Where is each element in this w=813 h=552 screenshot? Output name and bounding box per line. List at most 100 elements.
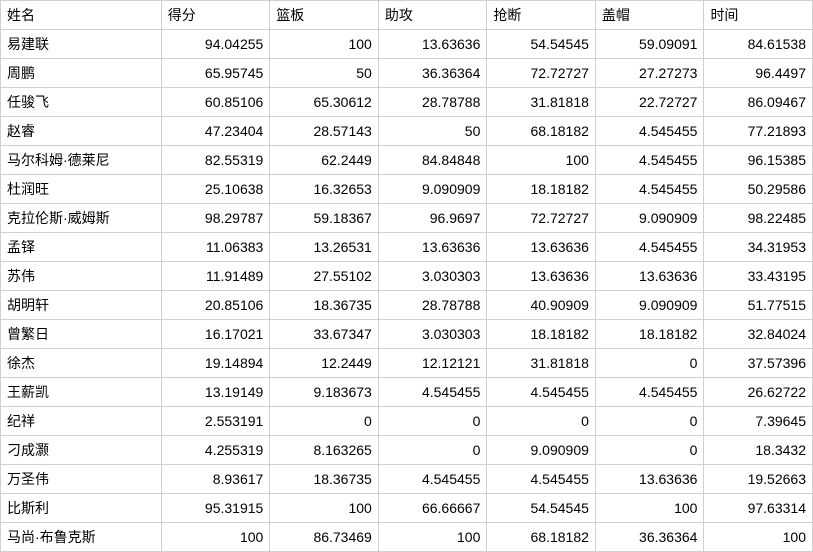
col-header-steal: 抢断 (487, 1, 596, 30)
cell-value: 9.090909 (378, 175, 487, 204)
cell-value: 4.545455 (487, 465, 596, 494)
cell-value: 4.545455 (378, 465, 487, 494)
cell-value: 100 (161, 523, 270, 552)
cell-value: 32.84024 (704, 320, 813, 349)
cell-value: 11.91489 (161, 262, 270, 291)
cell-value: 4.255319 (161, 436, 270, 465)
cell-value: 37.57396 (704, 349, 813, 378)
table-row: 孟铎11.0638313.2653113.6363613.636364.5454… (1, 233, 813, 262)
cell-value: 33.67347 (270, 320, 379, 349)
cell-value: 27.27273 (595, 59, 704, 88)
cell-name: 易建联 (1, 30, 162, 59)
table-row: 比斯利95.3191510066.6666754.5454510097.6331… (1, 494, 813, 523)
cell-name: 周鹏 (1, 59, 162, 88)
cell-value: 65.95745 (161, 59, 270, 88)
cell-value: 50.29586 (704, 175, 813, 204)
cell-value: 28.78788 (378, 291, 487, 320)
cell-value: 18.36735 (270, 291, 379, 320)
cell-value: 65.30612 (270, 88, 379, 117)
cell-value: 8.163265 (270, 436, 379, 465)
cell-value: 13.63636 (595, 262, 704, 291)
col-header-assist: 助攻 (378, 1, 487, 30)
cell-value: 0 (595, 436, 704, 465)
cell-value: 72.72727 (487, 204, 596, 233)
cell-value: 60.85106 (161, 88, 270, 117)
cell-value: 68.18182 (487, 117, 596, 146)
cell-value: 18.18182 (487, 320, 596, 349)
cell-value: 77.21893 (704, 117, 813, 146)
cell-value: 16.17021 (161, 320, 270, 349)
cell-value: 95.31915 (161, 494, 270, 523)
cell-value: 33.43195 (704, 262, 813, 291)
cell-value: 4.545455 (595, 378, 704, 407)
cell-name: 胡明轩 (1, 291, 162, 320)
table-row: 马尚·布鲁克斯10086.7346910068.1818236.36364100 (1, 523, 813, 552)
cell-value: 31.81818 (487, 349, 596, 378)
cell-value: 18.18182 (595, 320, 704, 349)
cell-value: 62.2449 (270, 146, 379, 175)
cell-value: 4.545455 (595, 117, 704, 146)
table-row: 苏伟11.9148927.551023.03030313.6363613.636… (1, 262, 813, 291)
cell-value: 100 (704, 523, 813, 552)
table-row: 徐杰19.1489412.244912.1212131.81818037.573… (1, 349, 813, 378)
cell-value: 97.63314 (704, 494, 813, 523)
cell-value: 22.72727 (595, 88, 704, 117)
cell-name: 苏伟 (1, 262, 162, 291)
table-row: 克拉伦斯·威姆斯98.2978759.1836796.969772.727279… (1, 204, 813, 233)
cell-value: 13.19149 (161, 378, 270, 407)
cell-value: 98.29787 (161, 204, 270, 233)
cell-value: 13.63636 (487, 233, 596, 262)
cell-value: 50 (378, 117, 487, 146)
cell-value: 84.84848 (378, 146, 487, 175)
header-row: 姓名 得分 篮板 助攻 抢断 盖帽 时间 (1, 1, 813, 30)
table-row: 易建联94.0425510013.6363654.5454559.0909184… (1, 30, 813, 59)
cell-value: 8.93617 (161, 465, 270, 494)
cell-value: 84.61538 (704, 30, 813, 59)
cell-value: 3.030303 (378, 320, 487, 349)
cell-value: 31.81818 (487, 88, 596, 117)
cell-name: 孟铎 (1, 233, 162, 262)
cell-value: 50 (270, 59, 379, 88)
cell-name: 万圣伟 (1, 465, 162, 494)
cell-value: 4.545455 (595, 175, 704, 204)
cell-value: 9.090909 (595, 291, 704, 320)
col-header-block: 盖帽 (595, 1, 704, 30)
cell-value: 66.66667 (378, 494, 487, 523)
cell-value: 28.57143 (270, 117, 379, 146)
cell-name: 曾繁日 (1, 320, 162, 349)
cell-value: 9.183673 (270, 378, 379, 407)
col-header-score: 得分 (161, 1, 270, 30)
cell-value: 59.09091 (595, 30, 704, 59)
cell-value: 2.553191 (161, 407, 270, 436)
cell-value: 27.55102 (270, 262, 379, 291)
cell-value: 13.26531 (270, 233, 379, 262)
cell-value: 4.545455 (487, 378, 596, 407)
cell-name: 马尔科姆·德莱尼 (1, 146, 162, 175)
cell-value: 20.85106 (161, 291, 270, 320)
cell-value: 13.63636 (487, 262, 596, 291)
cell-value: 36.36364 (378, 59, 487, 88)
cell-value: 26.62722 (704, 378, 813, 407)
cell-value: 51.77515 (704, 291, 813, 320)
table-row: 马尔科姆·德莱尼82.5531962.244984.848481004.5454… (1, 146, 813, 175)
cell-value: 4.545455 (595, 146, 704, 175)
cell-value: 94.04255 (161, 30, 270, 59)
table-body: 易建联94.0425510013.6363654.5454559.0909184… (1, 30, 813, 552)
col-header-time: 时间 (704, 1, 813, 30)
cell-value: 18.18182 (487, 175, 596, 204)
table-row: 赵睿47.2340428.571435068.181824.54545577.2… (1, 117, 813, 146)
cell-value: 82.55319 (161, 146, 270, 175)
cell-value: 98.22485 (704, 204, 813, 233)
cell-value: 12.2449 (270, 349, 379, 378)
cell-value: 19.52663 (704, 465, 813, 494)
cell-value: 18.36735 (270, 465, 379, 494)
cell-value: 86.09467 (704, 88, 813, 117)
cell-value: 0 (487, 407, 596, 436)
cell-value: 0 (595, 349, 704, 378)
col-header-name: 姓名 (1, 1, 162, 30)
table-row: 王薪凯13.191499.1836734.5454554.5454554.545… (1, 378, 813, 407)
table-row: 曾繁日16.1702133.673473.03030318.1818218.18… (1, 320, 813, 349)
cell-value: 47.23404 (161, 117, 270, 146)
cell-value: 68.18182 (487, 523, 596, 552)
cell-name: 杜润旺 (1, 175, 162, 204)
